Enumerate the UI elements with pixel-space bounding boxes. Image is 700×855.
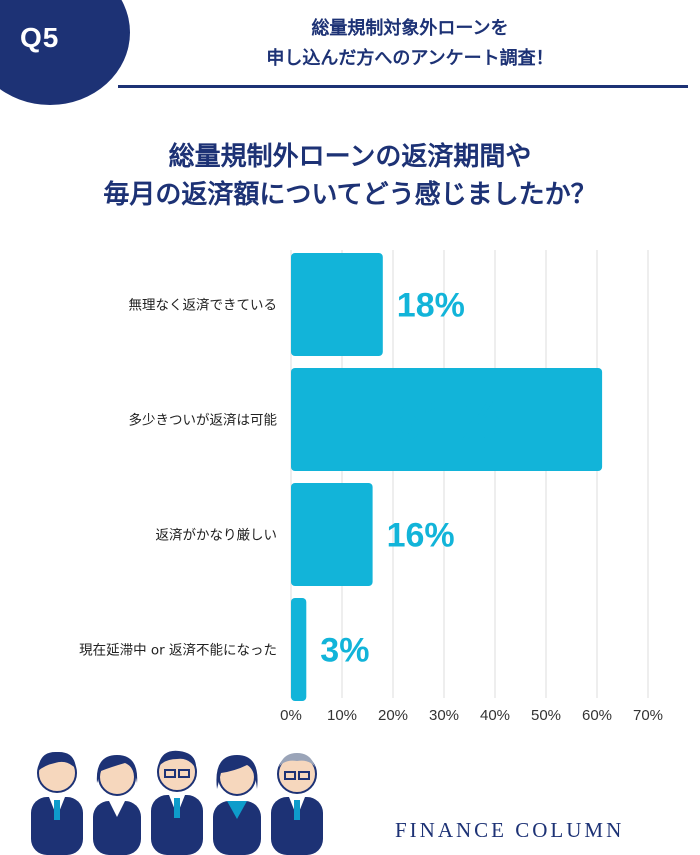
- bar: [291, 253, 383, 356]
- x-tick-label: 10%: [327, 707, 357, 724]
- value-label: 16%: [387, 517, 455, 555]
- category-label: 多少きついが返済は可能: [129, 412, 278, 429]
- value-label: 61%: [391, 389, 503, 452]
- bar: [291, 598, 307, 701]
- person-icon: [31, 751, 83, 855]
- survey-header-line-1: 総量規制対象外ローンを: [311, 18, 509, 39]
- x-tick-label: 0%: [280, 707, 302, 724]
- value-label: 18%: [397, 287, 465, 325]
- bar: [291, 483, 373, 586]
- header-divider: [118, 85, 688, 88]
- bar: [291, 368, 603, 471]
- category-label: 返済がかなり厳しい: [156, 528, 278, 544]
- question-title: 総量規制外ローンの返済期間や 毎月の返済額についてどう感じましたか？: [0, 138, 700, 214]
- person-icon: [93, 755, 141, 855]
- question-title-line-1: 総量規制外ローンの返済期間や: [168, 142, 532, 172]
- person-icon: [151, 750, 203, 855]
- x-tick-label: 20%: [378, 707, 408, 724]
- survey-header: 総量規制対象外ローンを 申し込んだ方へのアンケート調査！: [150, 14, 670, 74]
- value-label: 3%: [320, 632, 369, 670]
- bar-chart: 0% 10% 20% 30% 40% 50% 60% 70% 無理なく返済できている 18% 多少き…: [79, 250, 663, 724]
- x-tick-label: 30%: [429, 707, 459, 724]
- x-tick-label: 70%: [633, 707, 663, 724]
- category-label: 無理なく返済できている: [129, 298, 278, 314]
- question-number: Q5: [20, 22, 60, 53]
- person-icon: [213, 755, 261, 855]
- survey-header-line-2: 申し込んだ方へのアンケート調査！: [266, 48, 554, 69]
- question-title-line-2: 毎月の返済額についてどう感じましたか？: [103, 180, 597, 210]
- x-tick-label: 60%: [582, 707, 612, 724]
- respondents-illustration: [31, 750, 323, 855]
- brand-logo: FINANCE COLUMN: [395, 818, 625, 842]
- person-icon: [271, 753, 323, 855]
- x-tick-label: 50%: [531, 707, 561, 724]
- category-label: 現在延滞中 or 返済不能になった: [79, 643, 277, 659]
- x-tick-label: 40%: [480, 707, 510, 724]
